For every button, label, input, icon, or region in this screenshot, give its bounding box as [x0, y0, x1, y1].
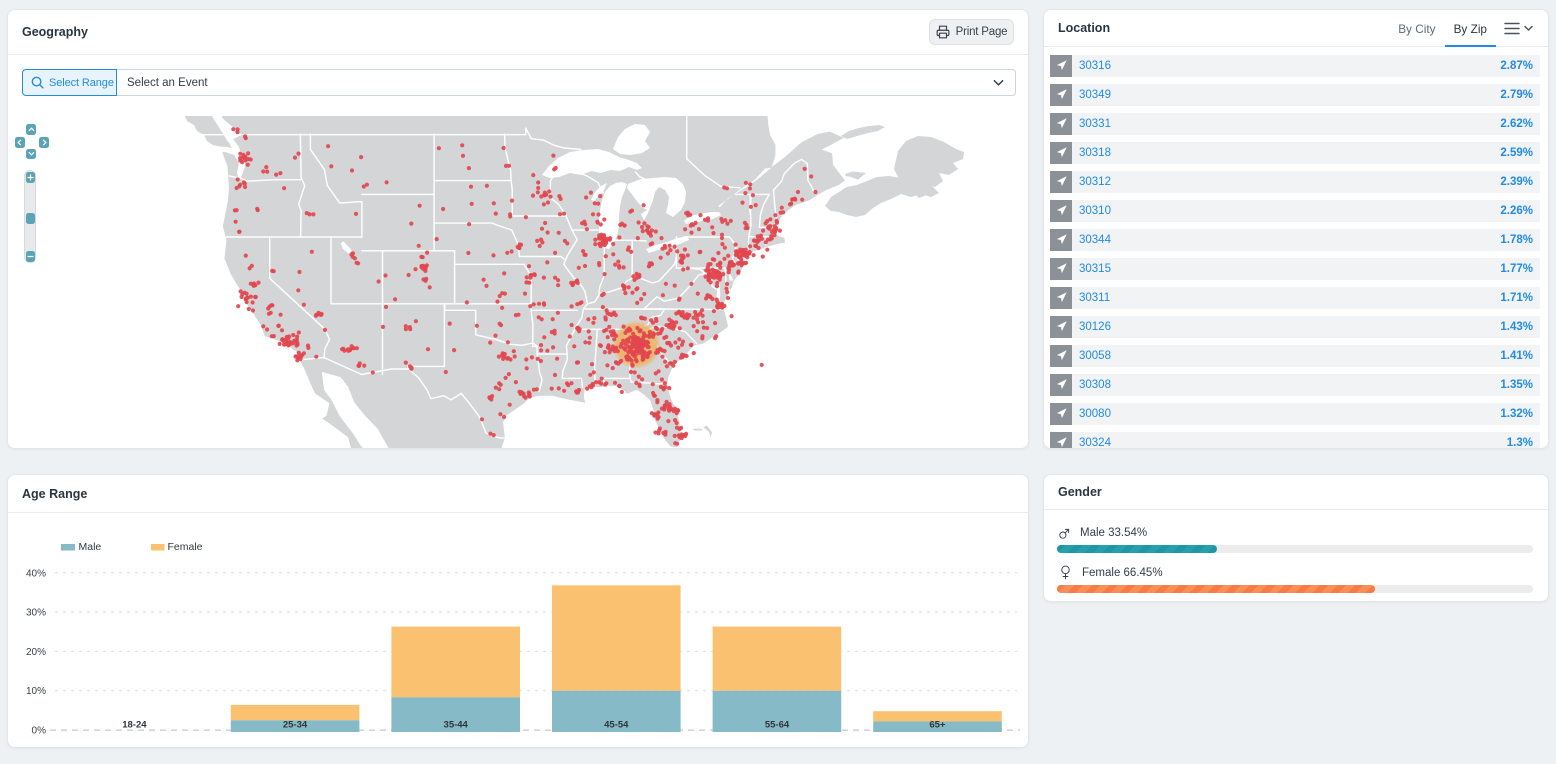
svg-text:10%: 10% [26, 686, 46, 697]
svg-text:45-54: 45-54 [604, 720, 629, 731]
svg-text:25-34: 25-34 [283, 720, 308, 731]
svg-text:55-64: 55-64 [765, 720, 790, 731]
svg-text:30%: 30% [26, 608, 46, 619]
svg-text:65+: 65+ [929, 720, 946, 731]
svg-text:40%: 40% [26, 568, 46, 579]
svg-text:0%: 0% [32, 726, 47, 737]
svg-text:20%: 20% [26, 647, 46, 658]
svg-text:35-44: 35-44 [444, 720, 469, 731]
svg-text:18-24: 18-24 [122, 720, 147, 731]
svg-text:Male: Male [79, 541, 102, 553]
svg-text:Female: Female [168, 541, 203, 553]
